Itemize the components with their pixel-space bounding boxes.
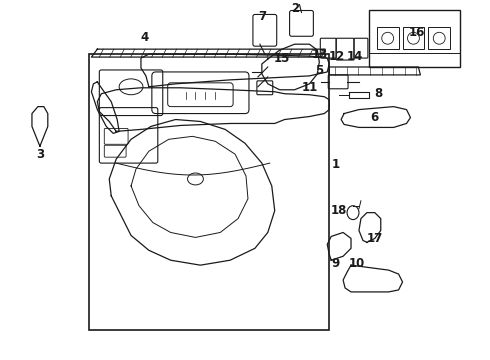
Text: 15: 15 <box>273 51 290 64</box>
Bar <box>428 27 450 49</box>
Text: 8: 8 <box>375 87 383 100</box>
Text: 12: 12 <box>329 50 345 63</box>
Bar <box>90 54 329 329</box>
Bar <box>377 27 398 49</box>
Text: 5: 5 <box>315 64 323 77</box>
Text: 2: 2 <box>292 2 299 15</box>
Bar <box>369 53 460 67</box>
Text: 4: 4 <box>141 31 149 44</box>
Text: 6: 6 <box>371 111 379 124</box>
Text: 17: 17 <box>367 232 383 245</box>
Text: 3: 3 <box>36 148 44 161</box>
Text: 9: 9 <box>331 257 339 270</box>
Text: 10: 10 <box>349 257 365 270</box>
Text: 18: 18 <box>331 204 347 217</box>
Bar <box>403 27 424 49</box>
Bar <box>369 9 460 67</box>
Text: 11: 11 <box>301 81 318 94</box>
Text: 16: 16 <box>408 26 425 39</box>
Text: 1: 1 <box>332 158 340 171</box>
Text: 14: 14 <box>347 50 363 63</box>
Text: 7: 7 <box>258 10 266 23</box>
Text: 13: 13 <box>311 48 327 60</box>
